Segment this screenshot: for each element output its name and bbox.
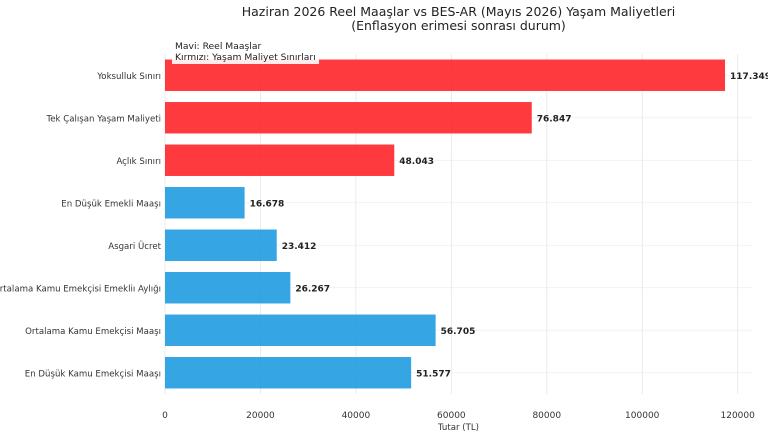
bar bbox=[165, 272, 291, 304]
x-tick-label: 20000 bbox=[246, 411, 275, 421]
bar bbox=[165, 357, 412, 389]
bar bbox=[165, 229, 277, 261]
category-label: Asgari Ücret bbox=[108, 241, 161, 252]
category-label: Tek Çalışan Yaşam Maliyeti bbox=[45, 114, 161, 124]
legend-red: Kırmızı: Yaşam Maliyet Sınırları bbox=[175, 52, 316, 63]
category-label: En Düşük Kamu Emekçisi Maaşı bbox=[25, 369, 161, 379]
category-label: Ortalama Kamu Emekçisi Maaşı bbox=[25, 327, 161, 337]
category-label: Ortalama Kamu Emekçisi Emekliı Aylığı bbox=[0, 284, 161, 294]
bar bbox=[165, 144, 395, 176]
x-tick-label: 0 bbox=[162, 411, 168, 421]
bar bbox=[165, 314, 436, 346]
value-label: 16.678 bbox=[250, 199, 285, 209]
bar bbox=[165, 59, 726, 91]
category-label: En Düşük Emekli Maaşı bbox=[61, 199, 161, 209]
x-tick-label: 60000 bbox=[437, 411, 466, 421]
value-label: 23.412 bbox=[282, 242, 317, 252]
x-tick-label: 80000 bbox=[532, 411, 561, 421]
value-label: 51.577 bbox=[416, 369, 451, 379]
bar bbox=[165, 102, 532, 134]
legend: Mavi: Reel Maaşlar Kırmızı: Yaşam Maliye… bbox=[172, 40, 319, 64]
chart-title: Haziran 2026 Reel Maaşlar vs BES-AR (May… bbox=[241, 4, 676, 19]
x-tick-label: 40000 bbox=[342, 411, 371, 421]
value-label: 76.847 bbox=[537, 114, 572, 124]
category-label: Yoksulluk Sınırı bbox=[96, 72, 161, 82]
x-tick-label: 100000 bbox=[625, 411, 660, 421]
x-axis-label: Tutar (TL) bbox=[437, 423, 479, 433]
bar bbox=[165, 187, 245, 219]
value-label: 117.349 bbox=[730, 72, 768, 82]
category-label: Açlık Sınırı bbox=[116, 157, 161, 167]
value-label: 26.267 bbox=[295, 284, 330, 294]
value-label: 56.705 bbox=[441, 327, 476, 337]
legend-blue: Mavi: Reel Maaşlar bbox=[175, 41, 262, 52]
value-label: 48.043 bbox=[399, 157, 434, 167]
x-tick-label: 120000 bbox=[721, 411, 756, 421]
chart-subtitle: (Enflasyon erimesi sonrası durum) bbox=[351, 18, 566, 33]
